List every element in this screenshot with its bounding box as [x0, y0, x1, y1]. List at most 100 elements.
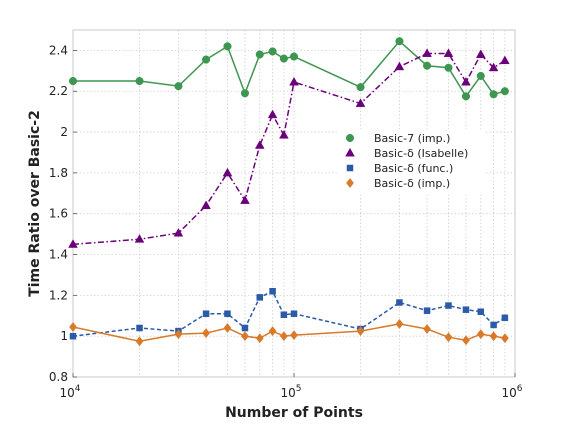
data-point: [269, 288, 276, 295]
data-point: [355, 98, 366, 107]
data-point: [255, 333, 264, 344]
data-point: [240, 89, 250, 98]
data-point: [444, 332, 453, 343]
legend-label: Basic-δ (func.): [374, 162, 453, 175]
legend-label: Basic-δ (imp.): [374, 177, 450, 190]
data-point: [290, 330, 298, 341]
data-point: [462, 306, 470, 313]
data-point: [461, 76, 471, 86]
data-point: [135, 76, 144, 86]
data-point: [279, 331, 288, 342]
series-line: [72, 52, 506, 246]
x-tick-exponent: 4: [75, 384, 81, 394]
legend-box: [337, 129, 485, 195]
x-tick-base: 10: [501, 386, 516, 400]
data-point: [289, 76, 299, 86]
data-point: [444, 63, 453, 72]
legend-marker: [345, 133, 355, 143]
data-point: [174, 82, 183, 91]
y-tick-label: 1.4: [49, 248, 68, 262]
x-tick-label: 106: [501, 384, 522, 400]
x-axis-ticks: 104 105 106: [59, 373, 523, 400]
data-point: [489, 90, 498, 99]
data-point: [173, 227, 184, 237]
data-point: [422, 48, 432, 57]
data-point: [501, 314, 509, 322]
x-tick-label: 104: [59, 384, 80, 400]
x-tick-exponent: 6: [517, 384, 523, 394]
legend-marker: [346, 164, 354, 172]
data-point: [268, 47, 277, 56]
legend-item: Basic-δ (Isabelle): [345, 147, 468, 160]
data-point: [256, 294, 264, 301]
data-point: [135, 336, 144, 347]
data-point: [423, 61, 432, 70]
data-point: [476, 329, 485, 340]
data-point: [68, 76, 78, 86]
series-line: [72, 290, 506, 337]
y-tick-label: 2.2: [49, 84, 68, 98]
data-point: [423, 324, 431, 335]
data-point: [476, 71, 485, 80]
data-point: [267, 109, 278, 119]
data-point: [241, 324, 249, 332]
legend-marker: [346, 177, 354, 189]
data-point: [443, 48, 454, 57]
legend: Basic-7 (imp.) Basic-δ (Isabelle) Basic-δ …: [337, 129, 485, 195]
data-point: [488, 62, 499, 72]
legend-marker: [345, 147, 355, 157]
data-point: [394, 61, 405, 71]
data-point: [356, 326, 365, 337]
data-point: [395, 318, 404, 329]
series-1: [68, 48, 510, 248]
data-point: [202, 310, 210, 317]
data-point: [489, 331, 498, 342]
y-tick-label: 1: [60, 329, 68, 343]
data-point: [223, 42, 232, 51]
data-point: [174, 329, 183, 340]
data-point: [279, 130, 289, 139]
x-tick-base: 10: [59, 386, 74, 400]
series-2: [69, 288, 509, 340]
data-point: [223, 323, 232, 334]
legend-label: Basic-7 (imp.): [374, 132, 450, 145]
y-axis-title: Time Ratio over Basic-2: [27, 110, 43, 297]
data-point: [202, 55, 211, 64]
data-point: [289, 52, 299, 61]
data-point: [201, 200, 211, 209]
legend-item: Basic-δ (imp.): [346, 177, 450, 190]
y-tick-label: 2: [60, 125, 68, 139]
data-point: [500, 87, 509, 96]
y-tick-label: 1.6: [49, 207, 68, 221]
data-point: [136, 324, 143, 332]
data-point: [69, 321, 77, 332]
data-point: [240, 195, 250, 204]
data-point: [490, 321, 497, 329]
x-tick-label: 105: [280, 384, 301, 400]
data-point: [69, 332, 77, 340]
series-layer: [68, 37, 510, 347]
data-point: [396, 299, 403, 306]
series-line: [73, 40, 506, 98]
data-point: [202, 328, 210, 339]
series-3: [69, 318, 509, 347]
data-point: [268, 326, 277, 337]
legend-item: Basic-7 (imp.): [345, 132, 450, 145]
data-point: [224, 310, 231, 317]
data-point: [475, 49, 486, 58]
series-0: [68, 37, 509, 101]
data-point: [255, 50, 264, 59]
grid: [72, 30, 515, 378]
y-tick-label: 1.8: [49, 166, 68, 180]
legend-item: Basic-δ (func.): [346, 162, 453, 175]
data-point: [290, 310, 298, 317]
y-tick-label: 0.8: [49, 370, 68, 384]
data-point: [477, 308, 485, 315]
y-tick-label: 2.4: [49, 43, 68, 57]
data-point: [500, 55, 510, 65]
data-point: [356, 83, 365, 92]
data-point: [395, 37, 404, 46]
data-point: [445, 302, 452, 309]
legend-label: Basic-δ (Isabelle): [374, 147, 468, 160]
